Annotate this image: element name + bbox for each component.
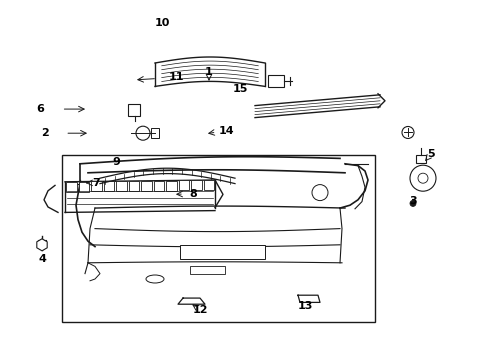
- Circle shape: [136, 126, 150, 140]
- Text: 4: 4: [38, 254, 46, 264]
- Text: 5: 5: [427, 149, 434, 159]
- Text: 12: 12: [192, 305, 207, 315]
- Bar: [180, 245, 264, 259]
- Polygon shape: [37, 239, 47, 251]
- Text: 15: 15: [232, 84, 247, 94]
- Bar: [62, 155, 374, 322]
- Text: 9: 9: [112, 157, 120, 167]
- Circle shape: [409, 201, 415, 206]
- Ellipse shape: [146, 275, 163, 283]
- Circle shape: [311, 185, 327, 201]
- Circle shape: [409, 165, 435, 191]
- Bar: [128, 181, 139, 191]
- Bar: [203, 180, 214, 190]
- Circle shape: [401, 126, 413, 139]
- Bar: [151, 128, 159, 138]
- Text: 8: 8: [189, 189, 197, 199]
- Circle shape: [417, 173, 427, 183]
- Bar: [128, 104, 140, 116]
- Bar: [190, 266, 224, 274]
- Text: 11: 11: [168, 72, 183, 82]
- Text: 13: 13: [297, 301, 312, 311]
- Bar: [165, 181, 176, 190]
- Text: 1: 1: [204, 67, 212, 77]
- Bar: [116, 181, 126, 191]
- Bar: [103, 181, 114, 192]
- Bar: [267, 75, 284, 87]
- Bar: [415, 156, 425, 163]
- Text: 2: 2: [41, 128, 49, 138]
- Bar: [91, 181, 102, 192]
- Bar: [178, 180, 189, 190]
- Bar: [79, 182, 89, 192]
- Text: 7: 7: [92, 178, 100, 188]
- Text: 3: 3: [408, 196, 416, 206]
- Text: 6: 6: [36, 104, 44, 114]
- Text: 10: 10: [154, 18, 169, 28]
- Bar: [66, 182, 76, 192]
- Bar: [153, 181, 163, 191]
- Text: 14: 14: [218, 126, 233, 136]
- Bar: [141, 181, 151, 191]
- Bar: [191, 180, 201, 190]
